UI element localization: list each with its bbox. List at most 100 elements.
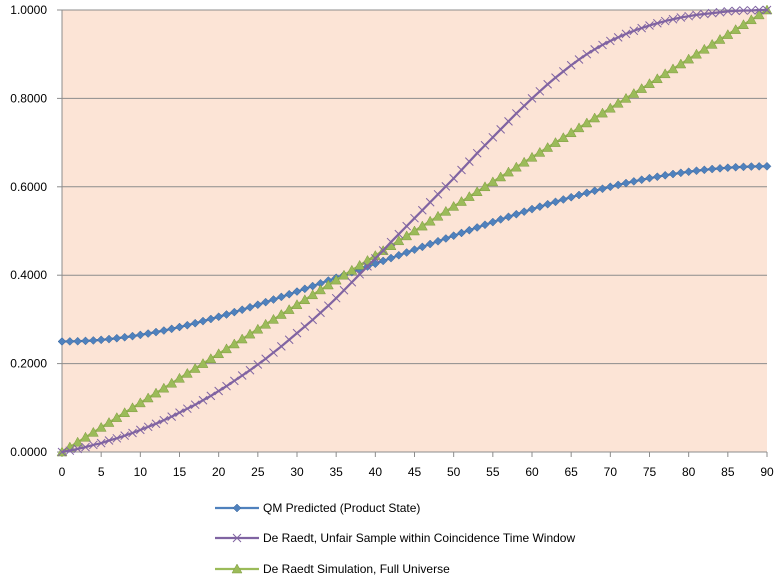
data-point — [457, 165, 466, 175]
data-point — [425, 239, 435, 249]
data-point — [739, 6, 748, 15]
x-tick-label: 15 — [173, 465, 187, 479]
data-point — [410, 245, 419, 255]
data-point — [378, 246, 388, 255]
data-point — [394, 250, 404, 260]
data-point — [637, 23, 647, 33]
data-point — [276, 292, 286, 302]
data-point — [652, 18, 662, 28]
data-point — [613, 33, 623, 42]
data-point — [322, 279, 334, 290]
data-point — [488, 132, 498, 142]
legend-marker — [232, 503, 242, 513]
data-point — [347, 277, 357, 287]
data-point — [65, 446, 75, 456]
data-point — [566, 60, 576, 70]
data-point — [621, 29, 631, 39]
data-point — [550, 137, 561, 147]
data-point — [261, 354, 271, 364]
data-point — [214, 312, 224, 322]
data-point — [574, 55, 584, 64]
x-tick-label: 50 — [447, 465, 461, 479]
data-point — [127, 402, 138, 413]
data-point — [159, 326, 169, 335]
data-point — [104, 334, 114, 344]
data-point — [753, 9, 765, 20]
data-point — [284, 289, 294, 299]
data-point — [629, 26, 639, 36]
x-axis-tick-labels: 0 5 10 15 20 25 30 35 40 45 50 55 60 65 70 75 80 85 90 — [59, 465, 774, 479]
data-point — [480, 220, 490, 230]
data-point — [464, 157, 474, 166]
data-point — [95, 421, 107, 432]
data-point — [441, 234, 451, 243]
legend-item: De Raedt, Unfair Sample within Coinciden… — [215, 531, 575, 545]
data-point — [189, 362, 201, 373]
data-point — [504, 212, 513, 222]
data-point — [401, 230, 413, 241]
y-tick-label: 0.8000 — [10, 91, 47, 105]
series-group — [56, 4, 773, 457]
data-point — [135, 330, 145, 340]
data-point — [73, 444, 83, 454]
data-point — [261, 297, 271, 307]
data-point — [284, 335, 294, 345]
data-point — [746, 162, 756, 171]
legend-label: De Raedt Simulation, Full Universe — [263, 562, 450, 576]
data-point — [182, 320, 192, 330]
data-point — [229, 307, 239, 317]
x-tick-label: 75 — [643, 465, 657, 479]
data-point — [175, 322, 184, 332]
data-point — [668, 14, 678, 24]
x-tick-label: 85 — [721, 465, 735, 479]
data-point — [573, 122, 585, 133]
data-point — [80, 431, 91, 442]
data-point — [425, 197, 435, 207]
data-point — [628, 87, 640, 98]
x-tick-label: 80 — [682, 465, 696, 479]
data-point — [206, 391, 216, 401]
data-point — [566, 192, 576, 202]
x-tick-label: 10 — [134, 465, 148, 479]
data-point — [308, 315, 318, 325]
data-point — [535, 202, 545, 211]
data-point — [198, 395, 208, 405]
data-point — [722, 29, 734, 39]
y-tick-label: 1.0000 — [10, 3, 47, 17]
data-point — [87, 426, 99, 437]
data-point — [629, 177, 639, 186]
data-point — [158, 382, 170, 393]
data-point — [519, 207, 529, 216]
data-point — [543, 199, 553, 209]
data-point — [205, 353, 217, 363]
data-point — [684, 11, 694, 21]
data-point — [636, 83, 648, 93]
data-point — [402, 221, 412, 231]
data-point — [228, 338, 240, 349]
axes — [57, 9, 768, 457]
data-point — [551, 73, 560, 82]
data-point — [496, 215, 506, 224]
data-point — [527, 204, 537, 214]
data-point — [355, 269, 365, 279]
data-point — [307, 289, 319, 300]
data-point — [244, 328, 256, 339]
legend-item: QM Predicted (Product State) — [215, 501, 420, 515]
x-tick-label: 40 — [369, 465, 383, 479]
data-point — [676, 13, 686, 22]
data-point — [738, 19, 749, 29]
data-point — [222, 381, 231, 391]
data-point — [331, 293, 341, 303]
data-point — [394, 229, 404, 239]
data-point — [236, 333, 248, 344]
legend-label: QM Predicted (Product State) — [263, 501, 420, 515]
data-point — [535, 86, 545, 96]
data-point — [237, 305, 247, 315]
data-point — [346, 264, 358, 275]
data-point — [715, 163, 725, 173]
data-point — [433, 236, 443, 246]
data-point — [620, 92, 632, 103]
data-point — [534, 146, 546, 157]
data-point — [221, 343, 232, 354]
data-point — [613, 180, 623, 190]
